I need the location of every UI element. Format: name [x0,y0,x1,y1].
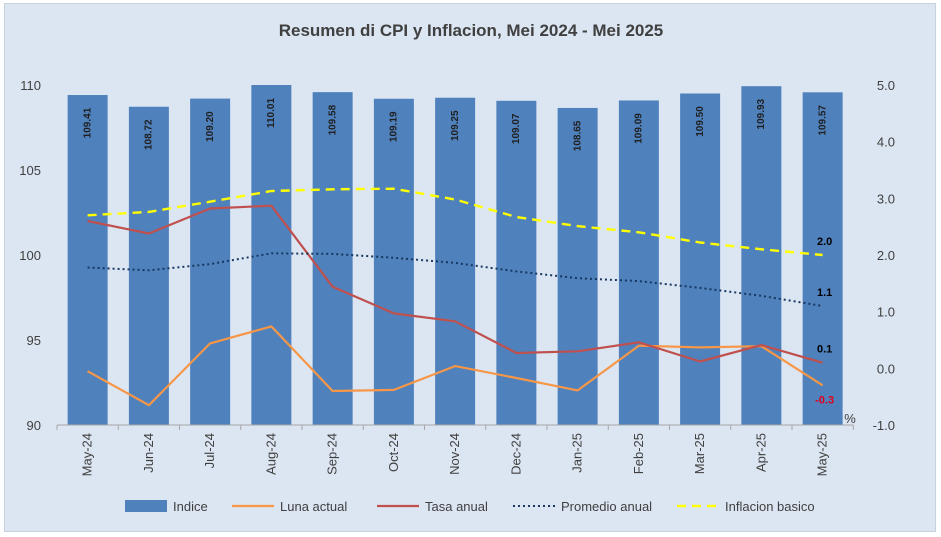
bar-label-Jul-24: 109.20 [205,111,216,142]
bar-Jan-25 [557,107,598,425]
line-tasa-anual [87,204,823,364]
right-axis: -1.0 0.0 1.0 2.0 3.0 4.0 5.0 [873,78,895,433]
bar-label-Oct-24: 109.19 [389,111,400,142]
x-tick-Mar-25: Mar-25 [692,433,707,474]
right-tick--1.0: -1.0 [873,418,895,433]
chart-title: Resumen di CPI y Inflacion, Mei 2024 - M… [279,21,664,40]
bar-Mar-25 [680,93,721,425]
bar-labels-group: 109.41 108.72 109.20 110.01 109.58 109.19 109.… [82,98,828,152]
bars-group [67,85,843,426]
legend-label-promedio-anual: Promedio anual [561,499,652,514]
x-tick-Jan-25: Jan-25 [570,433,585,473]
x-tick-May-25: May-25 [815,433,830,476]
bar-label-Apr-25: 109.93 [756,98,767,129]
bar-Oct-24 [373,98,414,426]
x-tick-Jul-24: Jul-24 [202,433,217,468]
bar-label-Nov-24: 109.25 [450,110,461,141]
bar-Apr-25 [741,86,782,425]
chart-svg: Resumen di CPI y Inflacion, Mei 2024 - M… [19,21,895,514]
end-label-tasa-anual: 0.1 [817,344,832,356]
line-inflacion-basico [87,187,823,257]
end-labels-group: -0.3 0.1 1.1 2.0 [815,236,834,406]
x-tick-Nov-24: Nov-24 [447,433,462,475]
end-label-luna-actual: -0.3 [815,394,834,406]
x-tick-Feb-25: Feb-25 [631,433,646,474]
right-tick-1.0: 1.0 [877,305,895,320]
bar-label-Sep-24: 109.58 [327,104,338,135]
legend: Indice Luna actual Tasa anual Promedio anua… [125,499,815,514]
bar-May-25 [802,92,843,425]
bar-label-Aug-24: 110.01 [266,98,277,128]
left-axis: 90 95 100 105 110 [19,78,41,433]
legend-swatch-indice [125,500,167,512]
chart-frame: Resumen di CPI y Inflacion, Mei 2024 - M… [4,3,936,532]
bar-label-Dec-24: 109.07 [511,113,522,144]
bar-label-May-24: 109.41 [82,107,93,138]
right-tick-3.0: 3.0 [877,191,895,206]
x-tick-Apr-25: Apr-25 [753,433,768,472]
bar-Sep-24 [312,92,353,425]
end-label-inflacion-basico: 2.0 [817,236,832,248]
line-promedio-anual [87,252,823,307]
bar-Feb-25 [618,100,659,425]
x-tick-Aug-24: Aug-24 [263,433,278,475]
legend-label-indice: Indice [173,499,208,514]
bar-Dec-24 [496,100,537,425]
right-axis-unit: % [844,411,856,426]
left-tick-90: 90 [27,418,41,433]
x-axis: May-24 Jun-24 Jul-24 Aug-24 Sep-24 Oct-24 Nov-… [56,424,854,476]
left-tick-100: 100 [19,248,41,263]
lines-group [87,187,824,407]
x-tick-May-24: May-24 [80,433,95,476]
end-label-promedio-anual: 1.1 [817,287,832,299]
x-tick-Oct-24: Oct-24 [386,433,401,472]
line-luna-actual [87,325,824,407]
x-tick-Dec-24: Dec-24 [508,433,523,475]
bar-label-Feb-25: 109.09 [634,113,645,144]
legend-label-inflacion-basico: Inflacion basico [725,499,815,514]
bar-Jul-24 [190,98,231,425]
x-tick-Sep-24: Sep-24 [325,433,340,475]
right-tick-5.0: 5.0 [877,78,895,93]
left-tick-110: 110 [20,78,41,93]
bar-label-Jun-24: 108.72 [144,119,155,150]
right-tick-4.0: 4.0 [877,135,895,150]
legend-label-luna-actual: Luna actual [280,499,347,514]
bar-label-Mar-25: 109.50 [695,106,706,137]
right-tick-2.0: 2.0 [877,248,895,263]
left-tick-105: 105 [19,163,41,178]
bar-label-Jan-25: 108.65 [572,120,583,151]
x-tick-Jun-24: Jun-24 [141,433,156,473]
bar-Jun-24 [128,106,169,425]
left-tick-95: 95 [27,333,41,348]
bar-May-24 [67,95,108,425]
legend-label-tasa-anual: Tasa anual [425,499,488,514]
right-tick-0.0: 0.0 [877,361,895,376]
bar-label-May-25: 109.57 [817,105,828,136]
